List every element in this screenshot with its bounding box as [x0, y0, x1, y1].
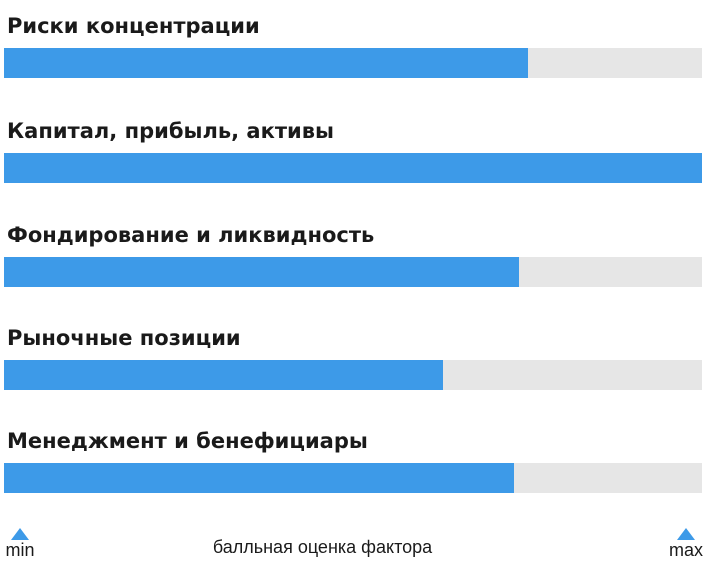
- axis-max-marker: max: [666, 528, 706, 560]
- bar-fill: [4, 153, 702, 183]
- axis-max-label: max: [668, 540, 703, 560]
- axis-min-label: min: [5, 540, 35, 560]
- factor-label: Капитал, прибыль, активы: [7, 119, 335, 143]
- bar-track: [4, 360, 702, 390]
- axis-title: балльная оценка фактора: [212, 537, 433, 557]
- bar-fill: [4, 257, 520, 287]
- factor-row-funding-liquidity: Фондирование и ликвидность: [4, 222, 702, 287]
- factor-label: Рыночные позиции: [7, 326, 241, 350]
- triangle-up-icon: [677, 528, 695, 540]
- bar-fill: [4, 463, 515, 493]
- factor-row-concentration-risk: Риски концентрации: [4, 13, 702, 78]
- bar-fill: [4, 360, 443, 390]
- factor-row-capital-profit-assets: Капитал, прибыль, активы: [4, 118, 702, 183]
- bar-track: [4, 153, 702, 183]
- bar-track: [4, 463, 702, 493]
- triangle-up-icon: [11, 528, 29, 540]
- factor-label: Фондирование и ликвидность: [7, 223, 375, 247]
- factor-label: Менеджмент и бенефициары: [7, 429, 368, 453]
- bar-track: [4, 257, 702, 287]
- axis-min-marker: min: [0, 528, 40, 560]
- bar-fill: [4, 48, 528, 78]
- factor-label: Риски концентрации: [7, 14, 260, 38]
- bar-track: [4, 48, 702, 78]
- factor-row-market-positions: Рыночные позиции: [4, 325, 702, 390]
- factor-row-management-beneficiaries: Менеджмент и бенефициары: [4, 428, 702, 493]
